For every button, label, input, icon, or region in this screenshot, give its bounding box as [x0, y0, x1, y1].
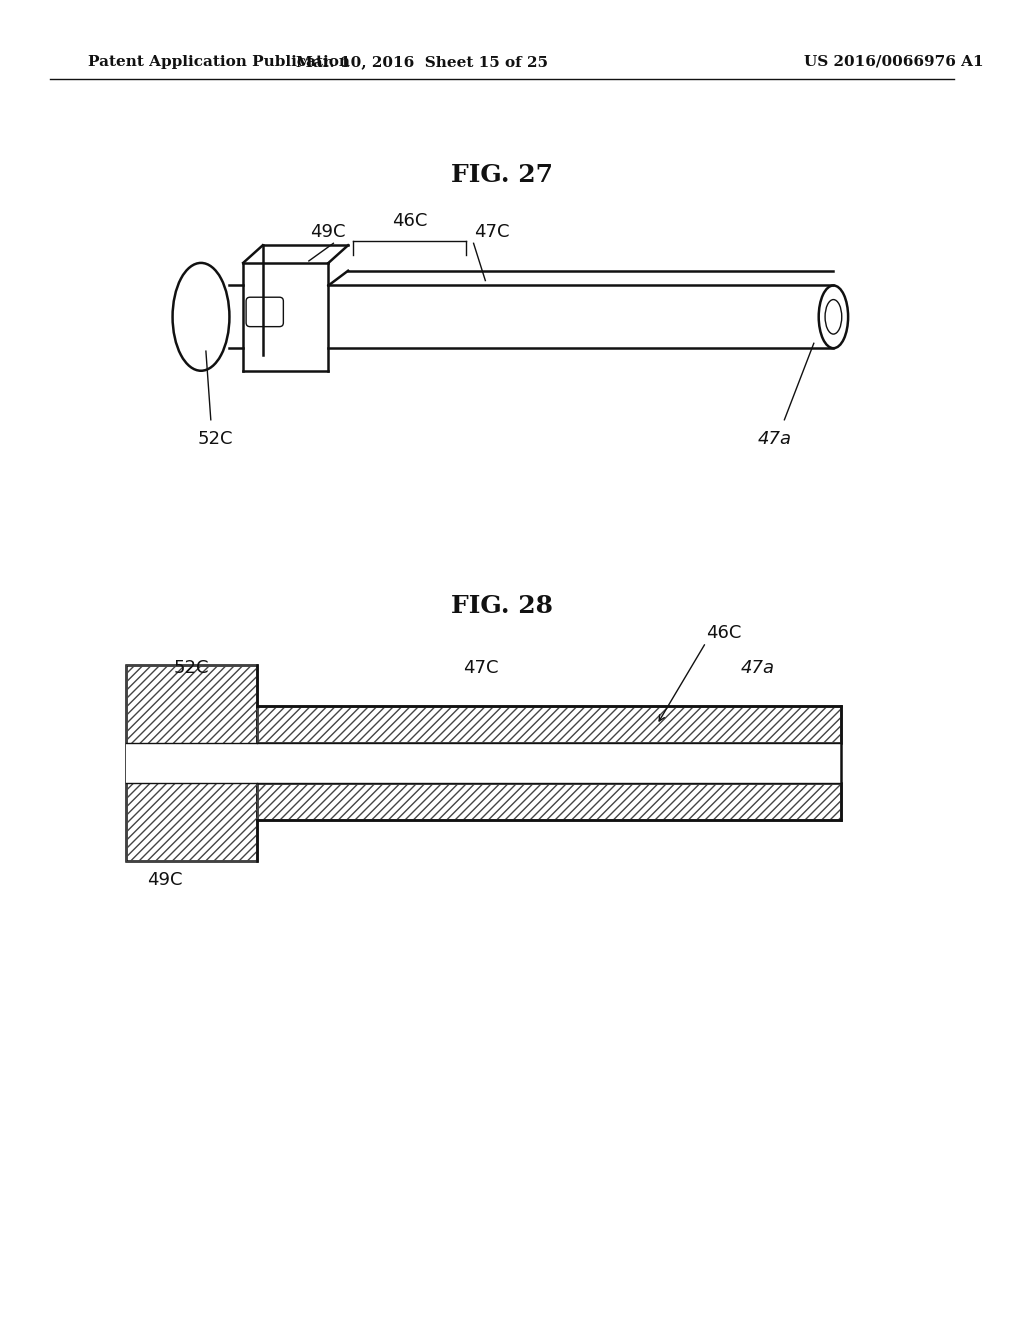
Text: 47C: 47C: [473, 223, 509, 240]
Bar: [126, 743, 257, 783]
Text: 47a: 47a: [758, 429, 792, 447]
Text: FIG. 27: FIG. 27: [451, 162, 553, 186]
Text: US 2016/0066976 A1: US 2016/0066976 A1: [804, 55, 984, 69]
Text: Patent Application Publication: Patent Application Publication: [88, 55, 350, 69]
Text: Mar. 10, 2016  Sheet 15 of 25: Mar. 10, 2016 Sheet 15 of 25: [296, 55, 548, 69]
Text: 52C: 52C: [198, 429, 233, 447]
Text: 49C: 49C: [147, 871, 182, 888]
Text: 46C: 46C: [391, 211, 427, 230]
Bar: [126, 665, 257, 861]
Ellipse shape: [819, 285, 848, 348]
Text: 47a: 47a: [740, 659, 774, 677]
Text: 47C: 47C: [463, 659, 499, 677]
Text: 49C: 49C: [309, 223, 345, 240]
Bar: [257, 743, 842, 783]
Bar: [257, 706, 842, 743]
Bar: [126, 665, 257, 861]
Text: 46C: 46C: [706, 624, 741, 643]
Bar: [257, 783, 842, 820]
Text: FIG. 28: FIG. 28: [451, 594, 553, 618]
Bar: [257, 783, 842, 820]
Text: 52C: 52C: [173, 659, 209, 677]
Bar: [257, 706, 842, 743]
